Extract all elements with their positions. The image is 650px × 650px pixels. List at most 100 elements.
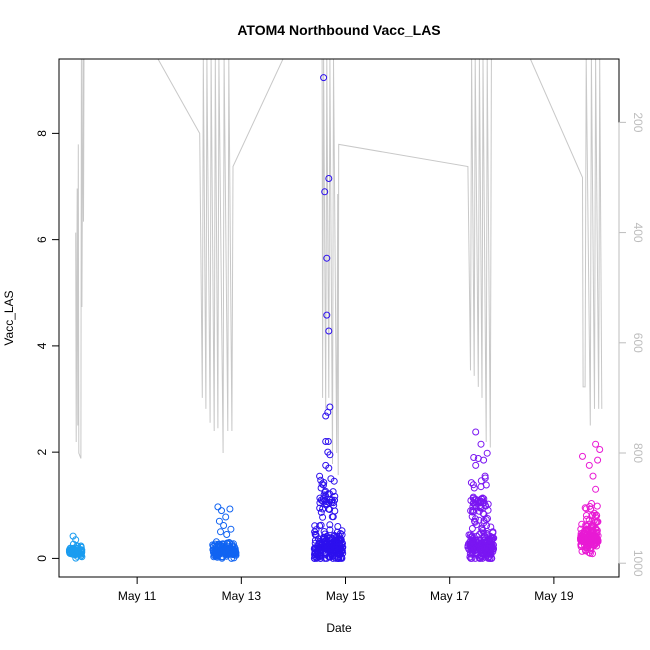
data-point — [338, 553, 346, 561]
data-point — [466, 540, 474, 548]
data-point — [485, 544, 493, 552]
data-point — [579, 536, 587, 543]
data-point — [589, 472, 597, 480]
y2-tick-label: 400 — [631, 223, 645, 243]
data-point — [339, 549, 347, 557]
data-point — [488, 554, 496, 562]
data-point — [327, 544, 335, 552]
data-point — [480, 529, 488, 537]
data-point — [317, 508, 325, 516]
data-point — [590, 509, 598, 517]
data-point — [479, 510, 487, 517]
data-point — [321, 188, 329, 196]
data-point — [477, 440, 485, 448]
data-point — [77, 543, 85, 551]
data-point — [582, 546, 590, 554]
data-point — [72, 536, 80, 544]
data-point — [589, 550, 596, 558]
data-point — [578, 520, 586, 528]
data-point — [227, 545, 235, 553]
data-point — [470, 484, 478, 492]
data-point — [325, 464, 333, 472]
data-point — [223, 531, 231, 538]
data-point — [585, 534, 593, 542]
x-tick-label: May 15 — [326, 589, 366, 603]
data-point — [334, 554, 342, 562]
y2-tick-label: 600 — [631, 333, 645, 353]
data-point — [324, 408, 332, 416]
data-point — [489, 529, 497, 537]
data-point — [322, 498, 330, 505]
data-point — [214, 503, 222, 511]
data-point — [589, 511, 597, 519]
data-point — [311, 552, 319, 560]
data-point — [478, 525, 486, 533]
data-point — [217, 528, 224, 536]
data-point — [212, 538, 220, 546]
data-point — [318, 480, 326, 488]
data-point — [585, 461, 593, 469]
data-point — [335, 551, 343, 559]
data-point — [476, 536, 484, 544]
data-point — [321, 488, 329, 496]
data-point — [325, 499, 333, 507]
data-point — [215, 517, 223, 525]
data-point — [319, 513, 327, 521]
data-point — [469, 481, 477, 489]
data-point — [474, 497, 482, 505]
data-point — [322, 487, 329, 495]
data-point — [586, 502, 594, 510]
data-point — [334, 523, 342, 530]
secondary-line — [75, 58, 603, 476]
data-point — [472, 461, 480, 469]
data-point — [467, 544, 475, 552]
data-point — [583, 543, 591, 551]
data-point — [228, 541, 236, 548]
data-point — [326, 543, 334, 551]
data-point — [211, 549, 219, 557]
data-point — [320, 74, 328, 82]
data-point — [592, 440, 600, 448]
data-point — [317, 554, 325, 562]
data-point — [585, 516, 593, 524]
data-point — [477, 495, 485, 503]
data-point — [467, 507, 475, 515]
data-point — [596, 446, 604, 453]
chart-title: ATOM4 Northbound Vacc_LAS — [237, 22, 440, 38]
data-point — [589, 533, 596, 541]
series-session-4 — [464, 428, 498, 562]
data-point — [335, 544, 343, 552]
data-point — [323, 254, 331, 262]
y2-tick-label: 1000 — [631, 550, 645, 577]
data-point — [323, 311, 331, 319]
data-point — [472, 428, 480, 436]
x-tick-label: May 13 — [222, 589, 262, 603]
data-point — [477, 529, 485, 537]
data-point — [328, 513, 336, 521]
data-point — [333, 538, 341, 546]
data-point — [311, 522, 319, 530]
data-point — [316, 472, 324, 480]
x-tick-label: May 17 — [430, 589, 470, 603]
data-point — [325, 505, 333, 513]
x-tick-label: May 19 — [534, 589, 574, 603]
data-point — [222, 513, 230, 521]
series-session-2 — [209, 503, 240, 562]
data-point — [325, 327, 333, 335]
data-point — [592, 485, 600, 493]
data-point — [316, 504, 324, 512]
data-point — [221, 547, 228, 555]
data-point — [326, 521, 334, 529]
data-point — [327, 475, 335, 483]
data-point — [594, 456, 602, 464]
data-point — [479, 548, 487, 556]
data-point — [227, 525, 235, 533]
y2-tick-label: 800 — [631, 443, 645, 463]
data-point — [469, 508, 476, 516]
data-point — [320, 479, 328, 486]
data-point — [73, 544, 81, 552]
data-point — [322, 412, 330, 420]
data-point — [483, 449, 491, 457]
secondary-series — [75, 58, 603, 476]
